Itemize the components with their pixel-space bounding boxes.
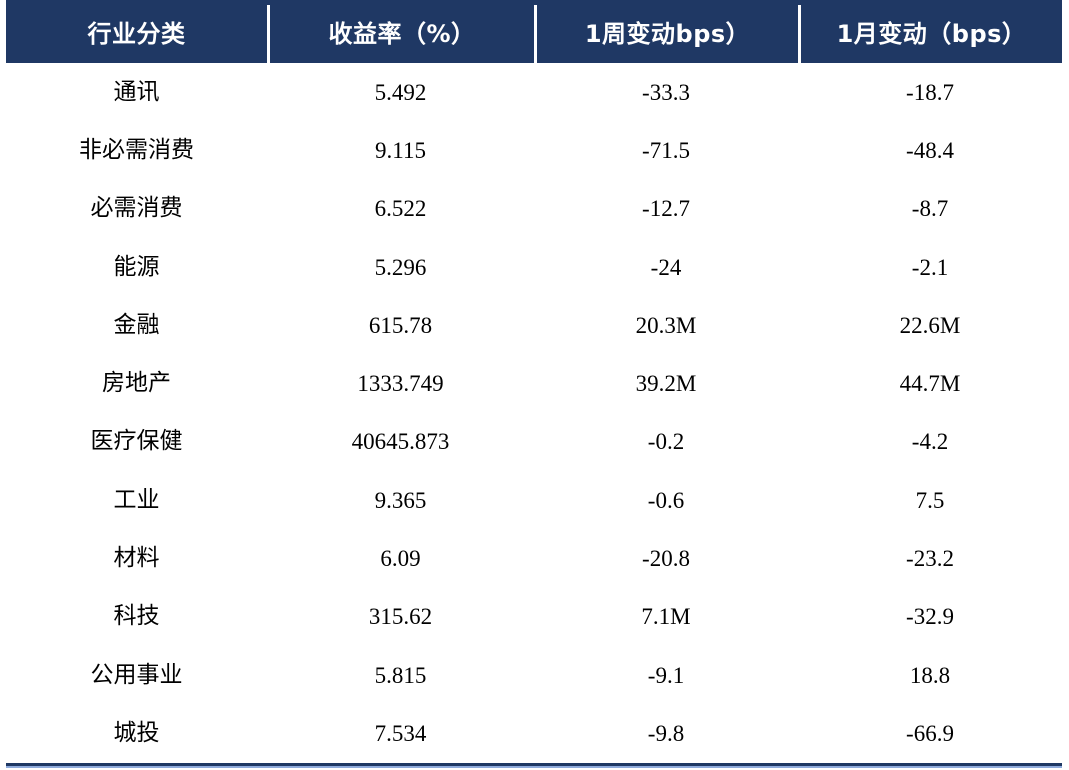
table-row: 材料 6.09 -20.8 -23.2 [6, 529, 1062, 587]
header-yield-percent: 收益率（%） [267, 5, 534, 63]
month-change-cell: -2.1 [911, 254, 949, 280]
industry-cell: 必需消费 [90, 195, 183, 222]
table-body: 通讯 5.492 -33.3 -18.7 非必需消费 9.115 -71.5 -48.4 必需消… [6, 63, 1062, 763]
week-change-cell: -0.2 [647, 429, 685, 455]
month-change-cell: -4.2 [911, 429, 949, 455]
yield-cell: 6.522 [374, 196, 427, 222]
industry-cell: 材料 [113, 545, 160, 572]
yield-cell: 615.78 [368, 312, 433, 338]
week-change-cell: -12.7 [642, 196, 690, 222]
header-1week-change-bps: 1周变动bps） [534, 5, 798, 63]
month-change-cell: 22.6M [899, 312, 961, 338]
industry-cell: 通讯 [113, 78, 160, 105]
week-change-cell: 7.1M [641, 604, 691, 630]
industry-cell: 城投 [113, 719, 160, 746]
bottom-rule-light [6, 765, 1062, 768]
yield-cell: 9.365 [374, 487, 427, 513]
month-change-cell: -66.9 [906, 720, 954, 746]
month-change-cell: -32.9 [906, 604, 954, 630]
header-1month-change-bps: 1月变动（bps） [798, 5, 1062, 63]
table-row: 非必需消费 9.115 -71.5 -48.4 [6, 121, 1062, 179]
table-row: 金融 615.78 20.3M 22.6M [6, 296, 1062, 354]
bottom-rule-dark [6, 762, 1062, 766]
table-row: 医疗保健 40645.873 -0.2 -4.2 [6, 413, 1062, 471]
industry-cell: 金融 [113, 311, 160, 338]
sector-yield-table: 行业分类 收益率（%） 1周变动bps） 1月变动（bps） 通讯 5.492 -3… [6, 0, 1062, 768]
week-change-cell: -9.1 [647, 662, 685, 688]
week-change-cell: -71.5 [642, 137, 690, 163]
industry-cell: 医疗保健 [90, 428, 183, 455]
yield-cell: 6.09 [380, 546, 421, 572]
yield-cell: 5.296 [374, 254, 427, 280]
yield-cell: 315.62 [368, 604, 433, 630]
month-change-cell: 7.5 [915, 487, 945, 513]
industry-cell: 非必需消费 [79, 136, 194, 163]
table-row: 能源 5.296 -24 -2.1 [6, 238, 1062, 296]
table-row: 工业 9.365 -0.6 7.5 [6, 471, 1062, 529]
week-change-cell: 20.3M [635, 312, 697, 338]
table-row: 科技 315.62 7.1M -32.9 [6, 588, 1062, 646]
table-header-row: 行业分类 收益率（%） 1周变动bps） 1月变动（bps） [6, 0, 1062, 63]
month-change-cell: -18.7 [906, 79, 954, 105]
month-change-cell: 44.7M [899, 371, 961, 397]
yield-cell: 40645.873 [351, 429, 450, 455]
week-change-cell: 39.2M [635, 371, 697, 397]
table-row: 通讯 5.492 -33.3 -18.7 [6, 63, 1062, 121]
yield-cell: 1333.749 [357, 371, 444, 397]
month-change-cell: -8.7 [911, 196, 949, 222]
month-change-cell: -48.4 [906, 137, 954, 163]
month-change-cell: 18.8 [909, 662, 951, 688]
yield-cell: 7.534 [374, 720, 427, 746]
yield-cell: 5.815 [374, 662, 427, 688]
week-change-cell: -24 [650, 254, 682, 280]
month-change-cell: -23.2 [906, 546, 954, 572]
week-change-cell: -33.3 [642, 79, 690, 105]
table-row: 公用事业 5.815 -9.1 18.8 [6, 646, 1062, 704]
table-row: 城投 7.534 -9.8 -66.9 [6, 704, 1062, 762]
industry-cell: 工业 [113, 486, 160, 513]
table-row: 必需消费 6.522 -12.7 -8.7 [6, 180, 1062, 238]
yield-cell: 5.492 [374, 79, 427, 105]
header-industry-category: 行业分类 [87, 20, 186, 48]
industry-cell: 房地产 [102, 370, 171, 397]
industry-cell: 能源 [113, 253, 160, 280]
week-change-cell: -0.6 [647, 487, 685, 513]
industry-cell: 公用事业 [90, 661, 183, 688]
week-change-cell: -9.8 [647, 720, 685, 746]
yield-cell: 9.115 [375, 137, 426, 163]
week-change-cell: -20.8 [642, 546, 690, 572]
industry-cell: 科技 [113, 603, 160, 630]
table-row: 房地产 1333.749 39.2M 44.7M [6, 354, 1062, 412]
